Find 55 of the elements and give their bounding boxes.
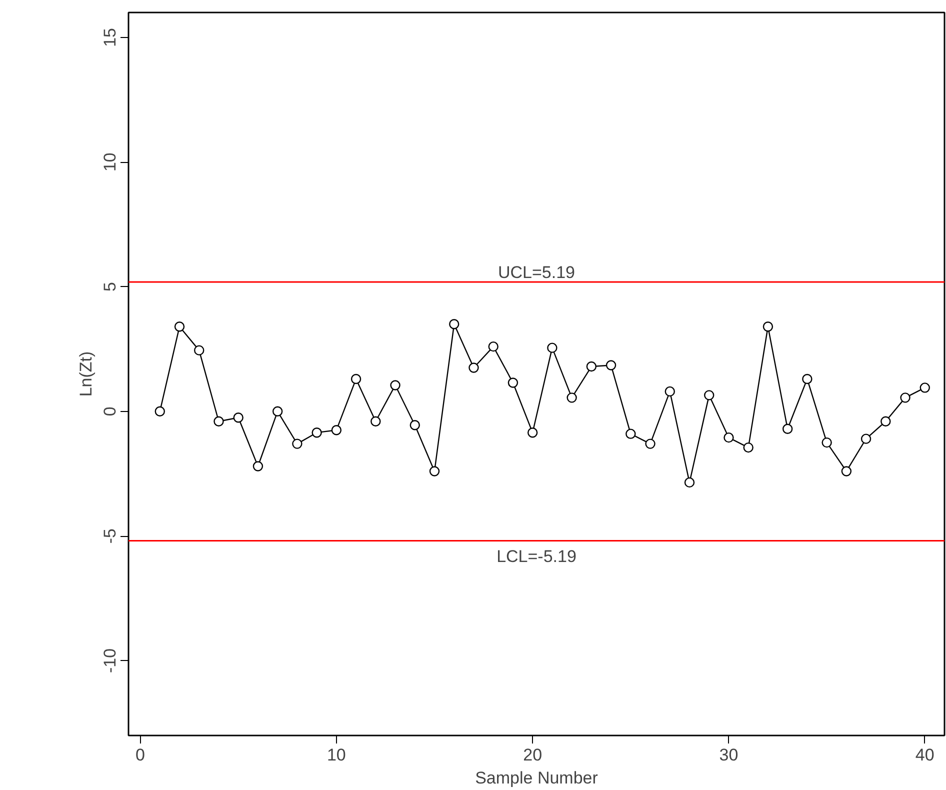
point xyxy=(822,437,832,448)
point xyxy=(272,406,283,416)
point xyxy=(626,428,636,439)
point xyxy=(449,319,460,330)
point xyxy=(802,374,812,384)
point xyxy=(900,392,910,403)
point xyxy=(488,341,498,352)
point xyxy=(233,412,244,423)
ref-line-label: LCL=-5.19 xyxy=(496,546,576,566)
point xyxy=(762,322,774,332)
x-tick-label: 40 xyxy=(915,746,934,764)
point xyxy=(782,424,793,434)
point xyxy=(880,416,891,426)
point xyxy=(331,425,342,436)
ref-line-label: UCL=5.19 xyxy=(498,263,576,282)
point xyxy=(645,438,656,449)
point xyxy=(390,380,400,390)
x-tick-label: 30 xyxy=(719,746,738,764)
y-tick-label: -10 xyxy=(100,648,120,673)
y-tick-label: 0 xyxy=(100,406,120,416)
point xyxy=(566,392,577,403)
point xyxy=(860,434,872,444)
point xyxy=(841,466,852,476)
point xyxy=(350,374,362,384)
point xyxy=(370,416,381,426)
point xyxy=(194,345,204,356)
point xyxy=(704,390,714,400)
y-tick-label: 15 xyxy=(100,28,120,47)
x-tick-label: 20 xyxy=(523,746,542,764)
x-tick-label: 0 xyxy=(136,746,146,764)
y-tick-label: -5 xyxy=(100,528,120,544)
point xyxy=(724,432,734,443)
point xyxy=(920,382,930,393)
point xyxy=(743,442,754,453)
y-axis-title: Ln(Zt) xyxy=(76,351,96,397)
point xyxy=(292,438,302,449)
point xyxy=(684,477,695,488)
x-tick-label: 10 xyxy=(326,746,346,764)
point xyxy=(606,360,616,370)
point xyxy=(252,461,264,472)
y-tick-label: 5 xyxy=(100,282,120,292)
point xyxy=(410,420,420,430)
y-tick-label: 10 xyxy=(100,152,120,172)
point xyxy=(468,362,479,373)
point xyxy=(214,416,224,426)
point xyxy=(154,406,165,416)
point xyxy=(174,322,185,332)
point xyxy=(508,378,518,388)
x-axis-title: Sample Number xyxy=(475,768,598,788)
point xyxy=(547,342,558,353)
point xyxy=(429,466,440,476)
point xyxy=(664,386,675,397)
point xyxy=(586,361,597,372)
point xyxy=(527,427,538,438)
point xyxy=(312,427,322,438)
